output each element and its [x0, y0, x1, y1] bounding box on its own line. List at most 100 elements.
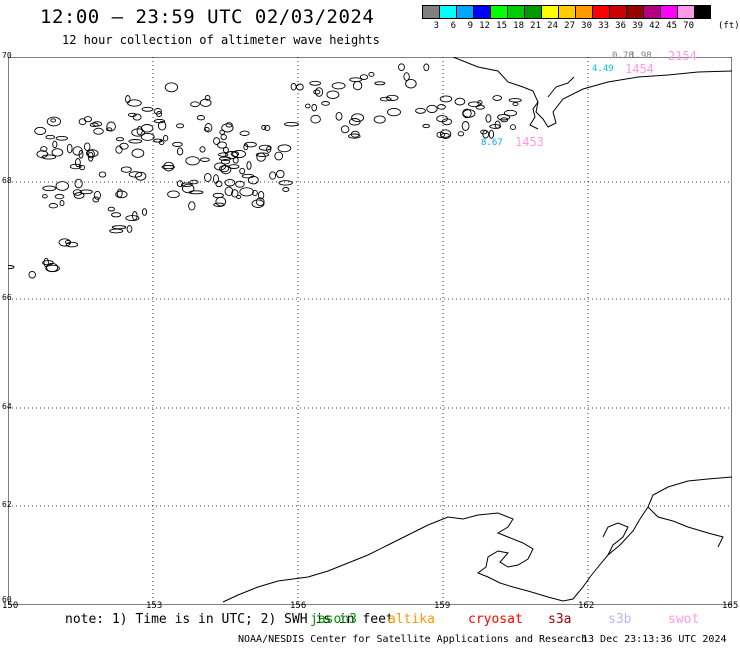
ice-contour [348, 118, 361, 126]
ice-contour [8, 265, 15, 270]
ice-contour [310, 114, 321, 124]
ice-contour [313, 89, 321, 95]
ice-contour [274, 151, 284, 161]
ice-contour [42, 194, 48, 199]
ice-contour [36, 150, 49, 158]
ice-contour [107, 206, 115, 212]
scale-swatch [694, 5, 711, 19]
ice-contour [163, 161, 175, 172]
scale-label: 36 [615, 21, 626, 31]
footer-note: note: 1) Time is in UTC; 2) SWH is in fe… [65, 612, 394, 627]
ice-contour [55, 135, 68, 141]
ice-contour [140, 124, 154, 133]
swh-value-label: 4.49 [592, 64, 614, 74]
satellite-legend-altika: altika [388, 612, 435, 627]
scale-swatch [507, 5, 524, 19]
ice-contour [278, 180, 293, 186]
scale-swatch [677, 5, 694, 19]
satellite-legend-cryosat: cryosat [468, 612, 523, 627]
ice-contour [497, 113, 511, 121]
latitude-label: 62 [2, 500, 12, 509]
ice-contour [232, 156, 239, 164]
ice-contour [93, 127, 104, 135]
ice-contour [284, 121, 299, 127]
ice-contour [386, 94, 399, 101]
ice-contour [255, 152, 270, 157]
ice-contour [436, 115, 448, 123]
ice-contour [190, 101, 200, 108]
ice-contour [508, 98, 522, 103]
ice-contour [172, 141, 183, 147]
longitude-label: 159 [434, 601, 451, 611]
ice-contour [251, 199, 265, 208]
scale-swatch [592, 5, 609, 19]
ice-contour [176, 147, 184, 156]
ice-contour [218, 156, 232, 161]
ice-contour [161, 165, 175, 170]
ice-contour [321, 101, 330, 106]
generated-timestamp: 13 Dec 23:13:36 UTC 2024 [582, 634, 727, 645]
ice-contour [217, 141, 227, 149]
ice-contour [65, 241, 79, 248]
ice-contour [185, 156, 200, 166]
ice-contour [374, 81, 386, 86]
ice-contour [66, 143, 73, 154]
ice-contour [261, 125, 267, 130]
ice-contour [109, 228, 124, 234]
ice-contour [257, 190, 265, 200]
satellite-legend-swot: swot [668, 612, 700, 627]
ice-contour [203, 126, 210, 132]
swh-value-label: 1453 [515, 135, 544, 149]
ice-contour [43, 257, 49, 268]
ice-contour [426, 104, 438, 113]
ice-contour [106, 121, 116, 132]
ice-contour [276, 169, 285, 179]
ice-contour [141, 208, 148, 216]
ice-contour [326, 90, 340, 99]
ice-contour [439, 95, 453, 103]
satellite-legend-jason3: jason3 [310, 612, 357, 627]
ice-contour [246, 161, 252, 170]
scale-label: 70 [683, 21, 694, 31]
ice-contour [277, 144, 292, 153]
ice-contour [373, 115, 386, 124]
ice-contour [235, 180, 245, 188]
scale-label: 9 [467, 21, 473, 31]
ice-contour [78, 150, 84, 159]
ice-contour [437, 104, 446, 110]
ice-contour [115, 190, 128, 199]
longitude-label: 150 [2, 601, 19, 611]
ice-contour [305, 103, 311, 109]
coastline [222, 57, 732, 603]
scale-label: 33 [598, 21, 609, 31]
latitude-label: 64 [2, 402, 12, 411]
ice-contour [290, 82, 297, 91]
ice-contour [315, 87, 324, 97]
ice-contour [489, 124, 502, 129]
graticule [8, 57, 732, 605]
scale-label: 30 [581, 21, 592, 31]
longitude-label: 162 [578, 601, 595, 611]
ice-contour [220, 164, 232, 175]
ice-contour [45, 264, 60, 273]
ice-contour [120, 166, 132, 173]
ice-contour [335, 111, 343, 121]
ice-contour [282, 187, 290, 192]
latitude-label: 70 [2, 51, 12, 60]
scale-swatch [422, 5, 439, 19]
ice-contour [218, 152, 229, 157]
ice-contour [59, 200, 65, 207]
ice-contour [243, 143, 249, 151]
scale-label: 45 [666, 21, 677, 31]
ice-contour [252, 189, 258, 197]
ice-contour [485, 114, 492, 123]
scale-swatch [575, 5, 592, 19]
ice-contour [224, 186, 234, 197]
latitude-label: 66 [2, 293, 12, 302]
color-scale-bar [422, 5, 711, 19]
color-scale-labels: 3 6 9 12 15 18 21 24 27 30 33 36 39 42 45 70 [422, 21, 694, 31]
ice-contour [461, 121, 470, 131]
ice-contour [255, 197, 265, 207]
ice-contour [457, 131, 465, 137]
ice-contour [131, 128, 145, 137]
